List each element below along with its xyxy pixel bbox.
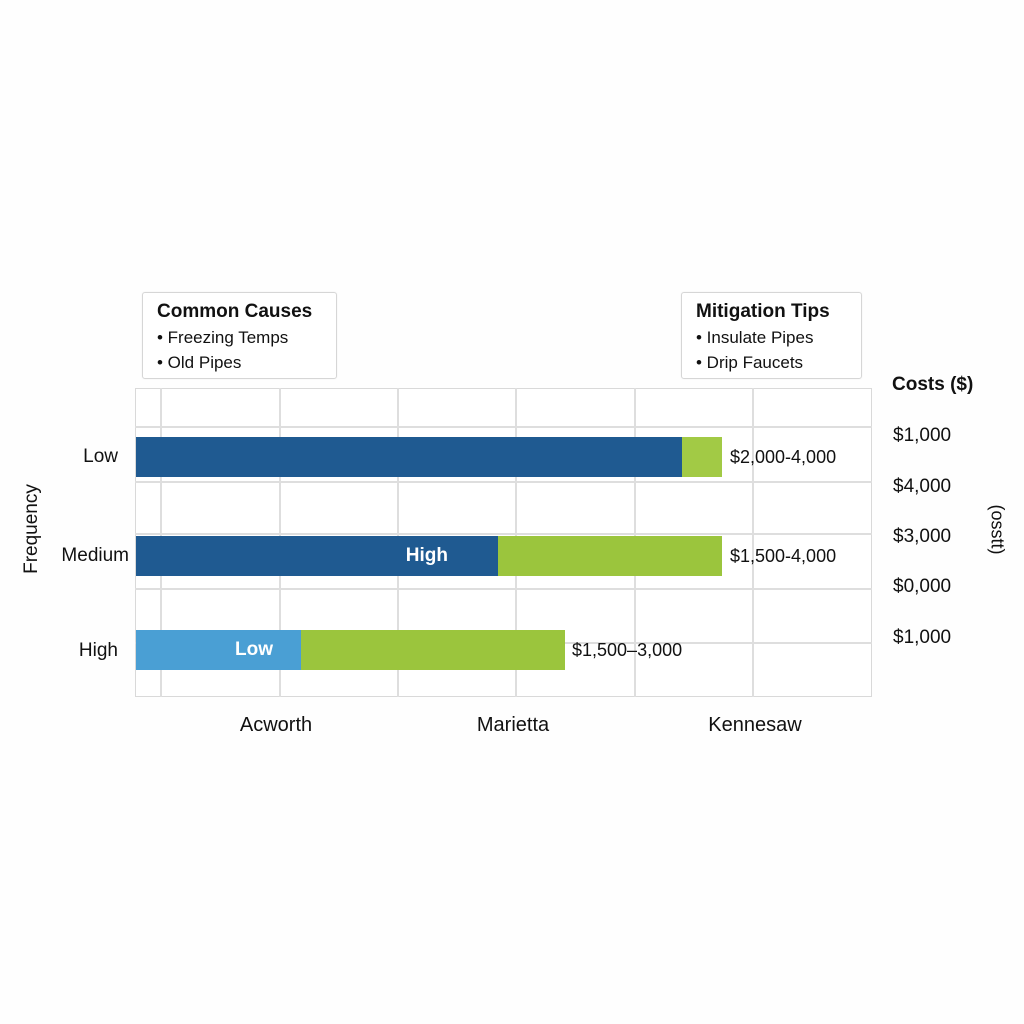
segment-label: Low — [235, 639, 273, 660]
callout-item: • Insulate Pipes — [696, 328, 814, 347]
common-causes-callout: Common Causes • Freezing Temps • Old Pip… — [142, 292, 337, 379]
callout-title: Mitigation Tips — [696, 301, 830, 322]
cost-tick: $4,000 — [893, 476, 952, 497]
bar-segment-blue: High — [136, 536, 498, 576]
callout-title: Common Causes — [157, 301, 313, 322]
cost-axis-title: Costs ($) — [892, 374, 974, 395]
bar-segment-green — [682, 437, 722, 477]
callout-item: • Old Pipes — [157, 353, 242, 372]
callout-item: • Drip Faucets — [696, 353, 804, 372]
mitigation-tips-callout: Mitigation Tips • Insulate Pipes • Drip … — [681, 292, 862, 379]
cost-tick: $0,000 — [893, 576, 952, 597]
x-tick-label: Marietta — [476, 714, 550, 736]
range-label: $1,500–3,000 — [572, 640, 683, 660]
gridline — [135, 533, 872, 535]
y-tick-label: Medium — [61, 545, 129, 566]
range-label: $2,000-4,000 — [730, 447, 837, 467]
callout-item: • Freezing Temps — [157, 328, 289, 347]
x-tick-label: Kennesaw — [708, 714, 802, 736]
cost-tick: $1,000 — [893, 627, 952, 648]
gridline — [135, 481, 872, 483]
y-axis-title: Frequency — [21, 484, 42, 574]
y-tick-label: High — [78, 640, 118, 661]
bar-low — [136, 437, 722, 477]
segment-label: High — [405, 545, 448, 566]
bar-high: Low — [136, 630, 565, 670]
cost-tick: $3,000 — [893, 526, 952, 547]
x-tick-label: Acworth — [239, 714, 313, 736]
bar-segment-green — [301, 630, 565, 670]
cost-tick: $1,000 — [893, 425, 952, 446]
y-tick-label: Low — [83, 446, 118, 467]
gridline — [752, 388, 754, 697]
gridline — [135, 426, 872, 428]
gridline — [135, 588, 872, 590]
cost-axis-rotated-label: (osstt) — [987, 504, 1008, 555]
bar-segment-light-blue: Low — [136, 630, 301, 670]
bar-segment-green — [498, 536, 722, 576]
bar-segment-blue — [136, 437, 682, 477]
bar-medium: High — [136, 536, 722, 576]
range-label: $1,500-4,000 — [730, 546, 837, 566]
